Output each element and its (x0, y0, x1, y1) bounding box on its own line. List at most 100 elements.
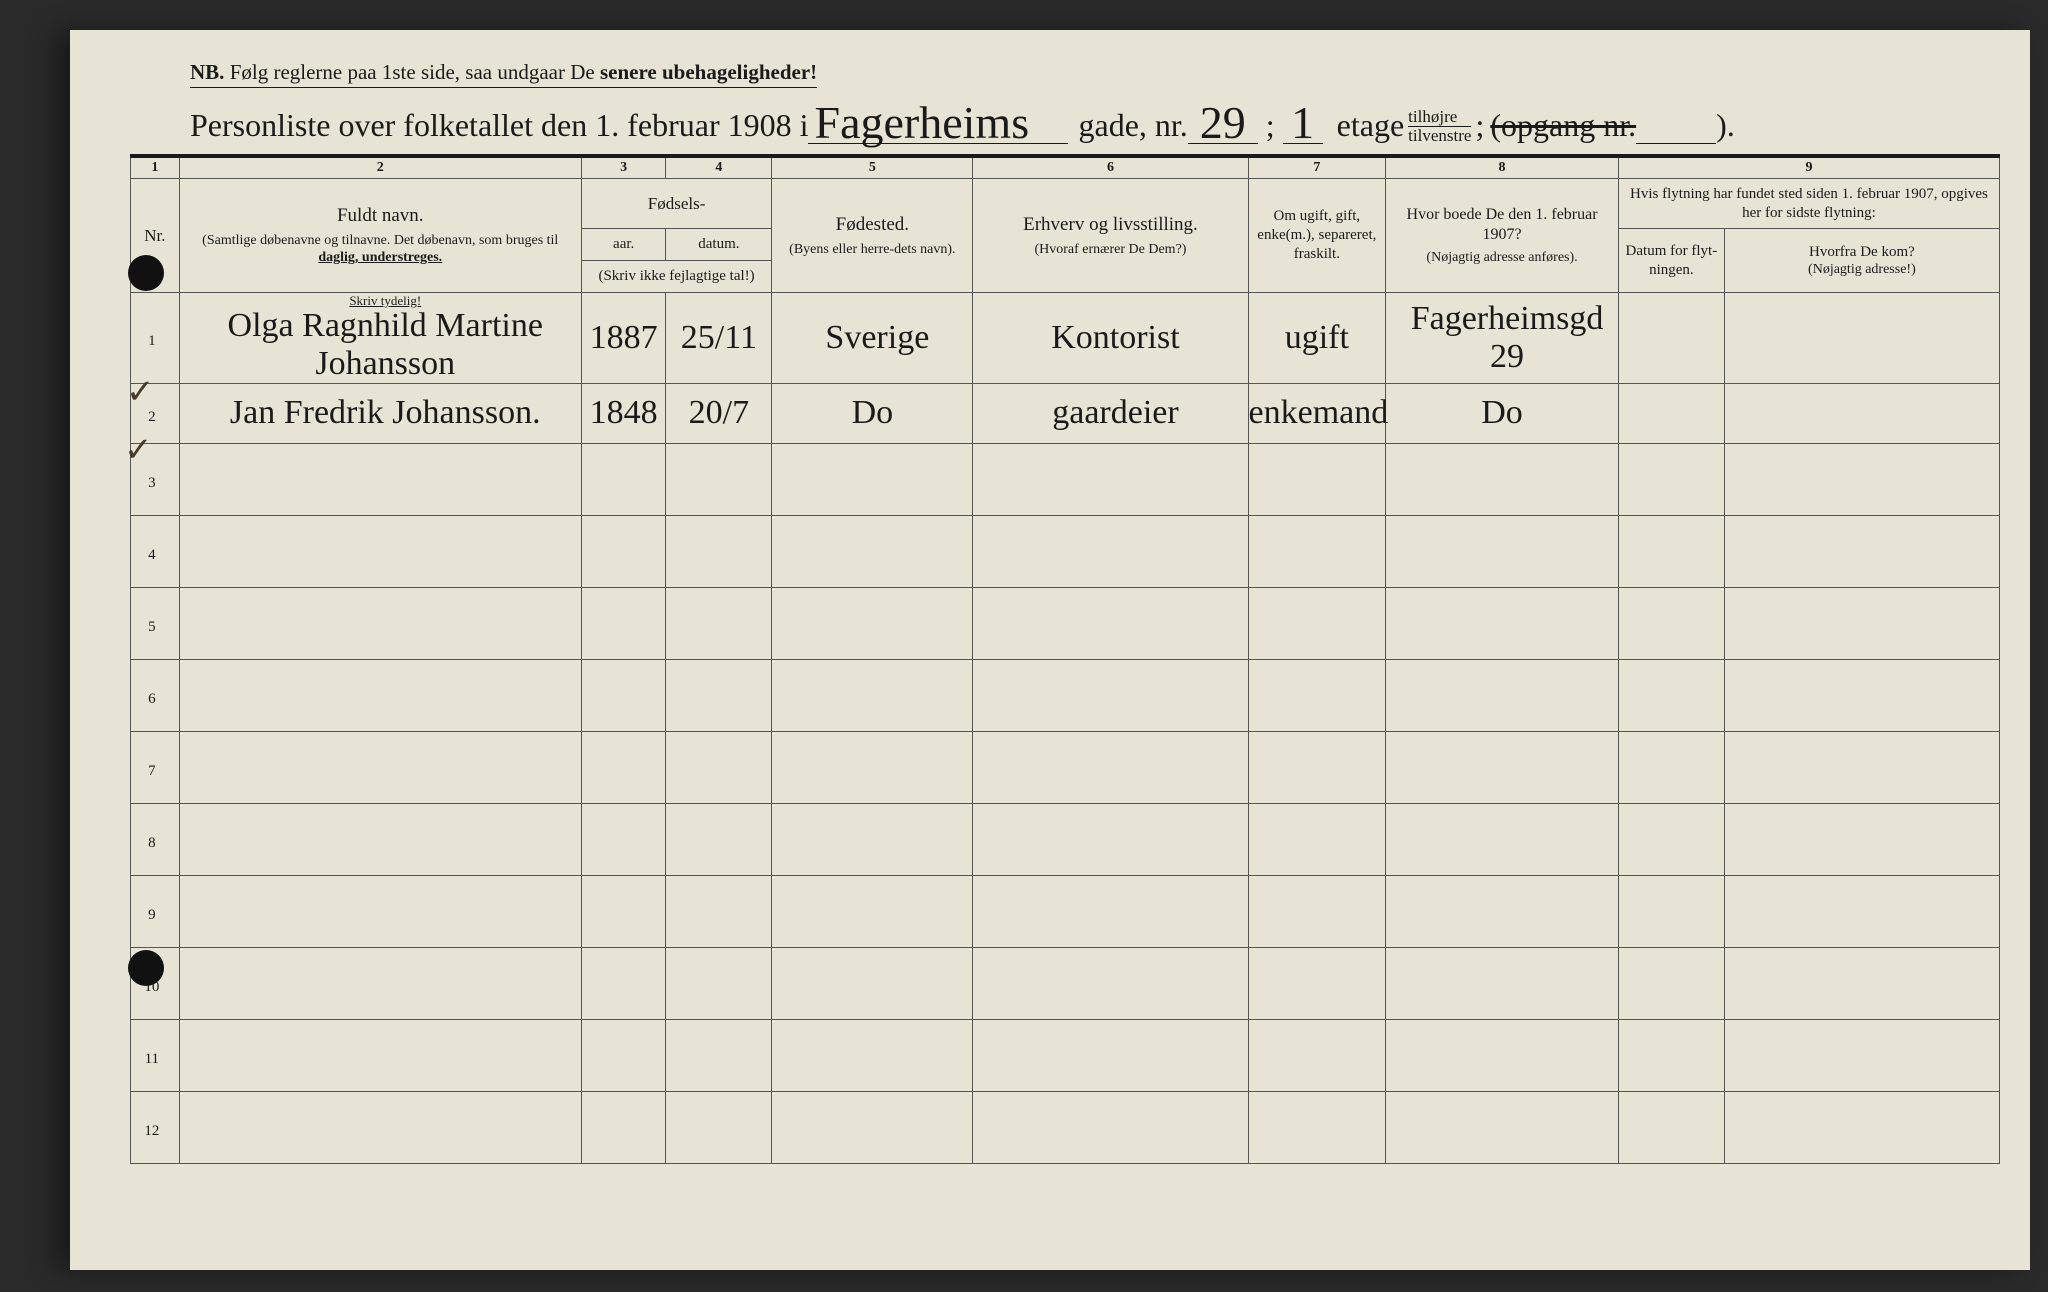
nb-prefix: NB. (190, 60, 224, 84)
row-addr1907: Fagerheimsgd 29 (1386, 292, 1619, 383)
hdr-name-sub1: (Samtlige døbenavne og tilnavne. Det døb… (202, 233, 558, 248)
row-addr1907: Do (1386, 383, 1619, 443)
row-name-text: Olga Ragnhild Martine Johansson (228, 307, 543, 382)
hdr-datum: datum. (666, 229, 772, 261)
colnum: 3 (581, 156, 666, 178)
census-table: 1 2 3 4 5 6 7 8 9 Nr. Fuldt navn. (Samtl… (130, 154, 2000, 1164)
title-pre: Personliste over folketallet den 1. febr… (190, 107, 808, 144)
house-number-handwritten: 29 (1188, 102, 1258, 144)
row-nr: 8 (131, 803, 180, 875)
hdr-fodested-sub: (Byens eller herre-dets navn). (778, 241, 966, 259)
hdr-addr-main: Hvor boede De den 1. februar 1907? (1392, 205, 1612, 245)
table-row: 1 Skriv tydelig! Olga Ragnhild Martine J… (131, 292, 2000, 383)
colnum: 7 (1248, 156, 1386, 178)
table-row: 12 (131, 1091, 2000, 1163)
street-handwritten: Fagerheims (808, 102, 1068, 144)
table-row: 2 Jan Fredrik Johansson. 1848 20/7 Do ga… (131, 383, 2000, 443)
row-nr: 5 (131, 587, 180, 659)
row-name: Skriv tydelig! Olga Ragnhild Martine Joh… (179, 292, 581, 383)
table-row: 6 (131, 659, 2000, 731)
tilhojre: tilhøjre (1408, 108, 1471, 127)
colnum: 4 (666, 156, 772, 178)
row-aar: 1887 (581, 292, 666, 383)
colnum: 8 (1386, 156, 1619, 178)
hdr-flyt-hvorfra-main: Hvorfra De kom? (1731, 243, 1993, 262)
census-page: NB. Følg reglerne paa 1ste side, saa und… (70, 30, 2030, 1270)
hdr-erhverv-sub: (Hvoraf ernærer De Dem?) (979, 241, 1241, 259)
hdr-flyt: Hvis flytning har fundet sted siden 1. f… (1618, 178, 1999, 229)
row-nr: 11 (131, 1019, 180, 1091)
table-row: 10 (131, 947, 2000, 1019)
tilvenstre: tilvenstre (1408, 127, 1471, 144)
hdr-erhverv-main: Erhverv og livsstilling. (979, 213, 1241, 237)
hdr-addr1907: Hvor boede De den 1. februar 1907? (Nøja… (1386, 178, 1619, 292)
table-row: 8 (131, 803, 2000, 875)
column-number-row: 1 2 3 4 5 6 7 8 9 (131, 156, 2000, 178)
hdr-erhverv: Erhverv og livsstilling. (Hvoraf ernærer… (973, 178, 1248, 292)
title-close: ). (1716, 107, 1735, 144)
row-nr: 12 (131, 1091, 180, 1163)
hdr-fodsels: Fødsels- (581, 178, 771, 229)
row-nr: 1 (131, 292, 180, 383)
table-row: 7 (131, 731, 2000, 803)
row-fodested: Do (772, 383, 973, 443)
hdr-fodested: Fødested. (Byens eller herre-dets navn). (772, 178, 973, 292)
side-fraction: tilhøjre tilvenstre (1408, 108, 1471, 144)
etage-label: etage (1337, 107, 1405, 144)
row-status: ugift (1248, 292, 1386, 383)
row-flyt-fra (1724, 383, 1999, 443)
hdr-name-sub2: daglig, understreges. (318, 250, 442, 265)
colnum: 5 (772, 156, 973, 178)
hdr-flyt-hvorfra: Hvorfra De kom? (Nøjagtig adresse!) (1724, 229, 1999, 293)
row-name: Jan Fredrik Johansson. (179, 383, 581, 443)
row-nr: 6 (131, 659, 180, 731)
opgang-blank (1636, 143, 1716, 144)
row-nr: 9 (131, 875, 180, 947)
table-row: 5 (131, 587, 2000, 659)
checkmark-icon: ✓ (126, 372, 155, 412)
hdr-flyt-datum: Datum for flyt-ningen. (1618, 229, 1724, 293)
punch-hole-icon (128, 950, 164, 986)
table-row: 3 (131, 443, 2000, 515)
row-flyt-datum (1618, 383, 1724, 443)
nb-line: NB. Følg reglerne paa 1ste side, saa und… (190, 60, 817, 88)
colnum: 1 (131, 156, 180, 178)
row-status: enkemand (1248, 383, 1386, 443)
nb-text-a: Følg reglerne paa 1ste side, saa undgaar… (230, 60, 595, 84)
gade-label: gade, nr. (1078, 107, 1187, 144)
hdr-aar: aar. (581, 229, 666, 261)
colnum: 9 (1618, 156, 1999, 178)
hdr-name-sub: (Samtlige døbenavne og tilnavne. Det døb… (186, 232, 575, 267)
punch-hole-icon (128, 255, 164, 291)
table-row: 11 (131, 1019, 2000, 1091)
semicolon-2: ; (1475, 107, 1484, 144)
hdr-skriv-ikke: (Skriv ikke fejlagtige tal!) (581, 261, 771, 293)
row-erhverv: gaardeier (973, 383, 1248, 443)
nb-text-b: senere ubehageligheder! (600, 60, 817, 84)
row-datum: 20/7 (666, 383, 772, 443)
hdr-addr-sub: (Nøjagtig adresse anføres). (1392, 249, 1612, 267)
checkmark-icon: ✓ (124, 430, 153, 470)
floor-handwritten: 1 (1283, 102, 1323, 144)
table-row: 4 (131, 515, 2000, 587)
row-nr: 4 (131, 515, 180, 587)
row-fodested: Sverige (772, 292, 973, 383)
row-datum: 25/11 (666, 292, 772, 383)
colnum: 6 (973, 156, 1248, 178)
hdr-fodested-main: Fødested. (778, 213, 966, 237)
hdr-name: Fuldt navn. (Samtlige døbenavne og tilna… (179, 178, 581, 292)
row-flyt-datum (1618, 292, 1724, 383)
row-flyt-fra (1724, 292, 1999, 383)
semicolon-1: ; (1266, 107, 1275, 144)
header-row: Nr. Fuldt navn. (Samtlige døbenavne og t… (131, 178, 2000, 229)
hdr-status: Om ugift, gift, enke(m.), separeret, fra… (1248, 178, 1386, 292)
hdr-name-main: Fuldt navn. (186, 204, 575, 228)
row-erhverv: Kontorist (973, 292, 1248, 383)
hdr-flyt-hvorfra-sub: (Nøjagtig adresse!) (1731, 261, 1993, 279)
colnum: 2 (179, 156, 581, 178)
table-row: 9 (131, 875, 2000, 947)
title-line: Personliste over folketallet den 1. febr… (190, 102, 2000, 144)
row-aar: 1848 (581, 383, 666, 443)
row-nr: 7 (131, 731, 180, 803)
opgang-struck: (opgang nr. (1490, 107, 1636, 144)
